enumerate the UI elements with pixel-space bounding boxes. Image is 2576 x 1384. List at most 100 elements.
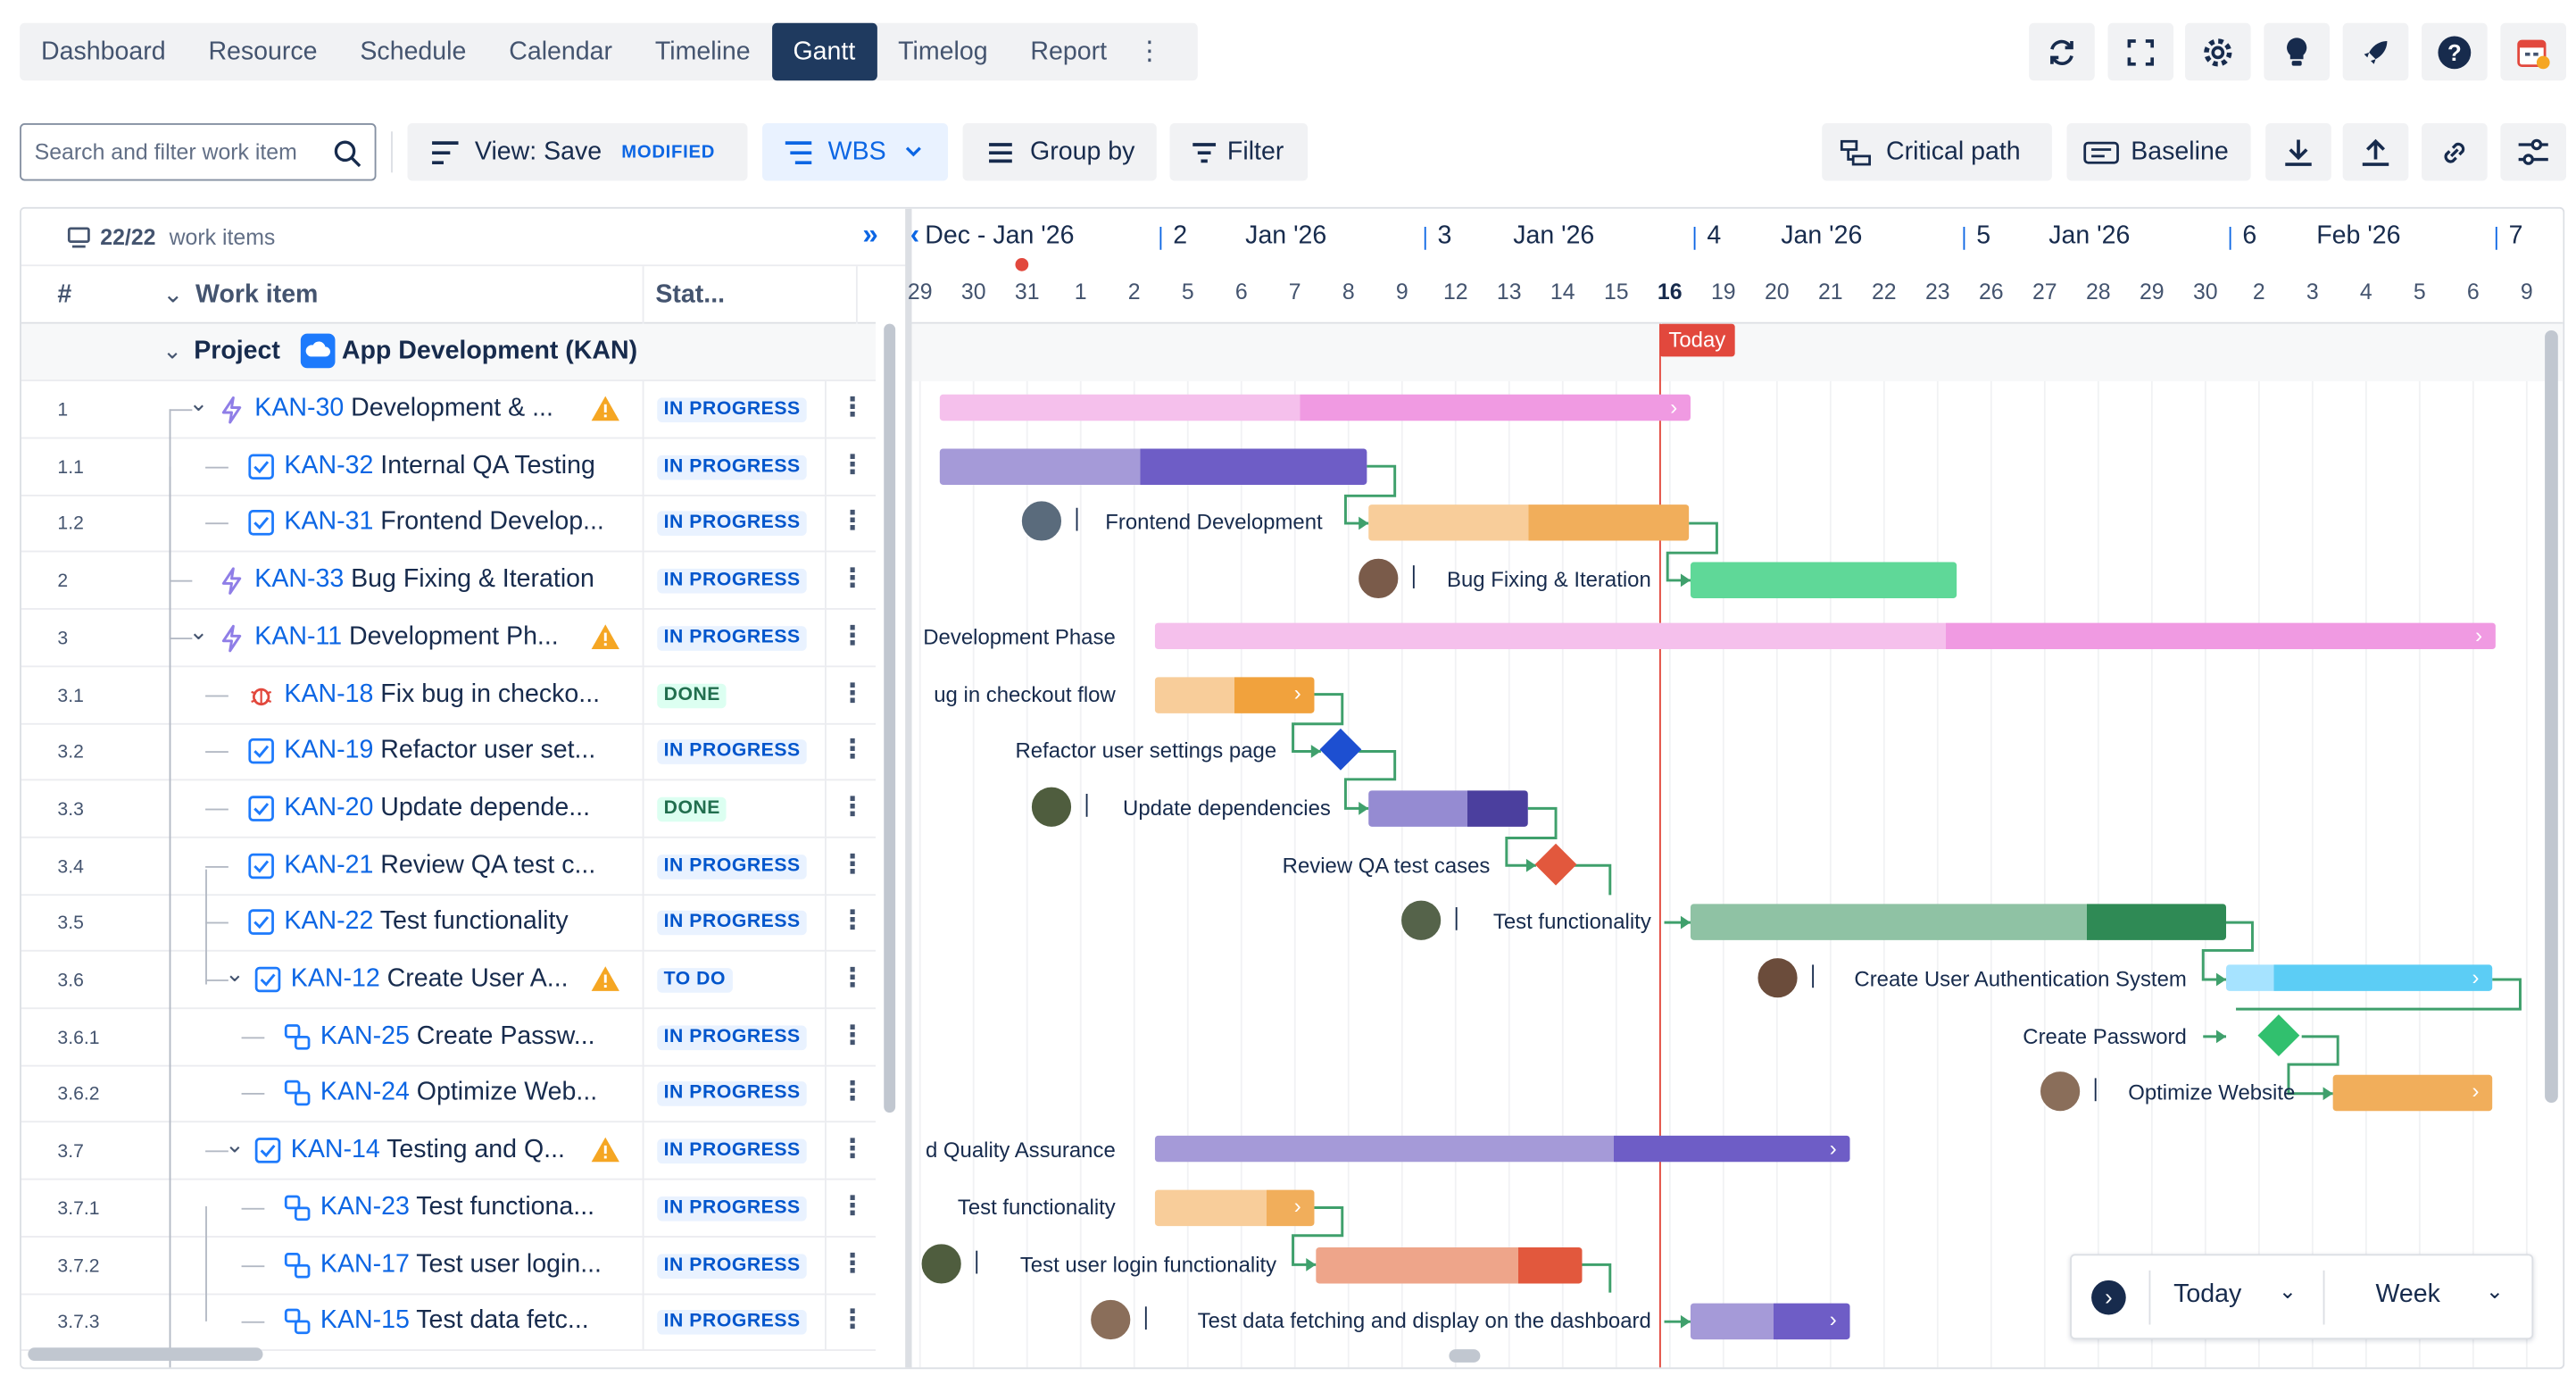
status-badge[interactable]: IN PROGRESS <box>657 911 808 936</box>
tab-timelog[interactable]: Timelog <box>898 38 988 66</box>
work-item-key[interactable]: KAN-15 <box>320 1306 410 1335</box>
table-row[interactable]: 3.6 ⌄ KAN-12 Create User A... TO DO ⋮ <box>21 951 877 1010</box>
grid-horizontal-scrollbar[interactable] <box>28 1347 263 1362</box>
panel-splitter[interactable] <box>905 208 912 1368</box>
table-row[interactable]: 3.7 ⌄ KAN-14 Testing and Q... IN PROGRESS ⋮ <box>21 1122 877 1180</box>
work-item-title[interactable]: Test data fetc... <box>416 1306 589 1335</box>
filter-button[interactable]: Filter <box>1169 123 1309 181</box>
chevron-down-icon[interactable]: ⌄ <box>188 617 209 645</box>
warning-icon[interactable] <box>590 395 621 430</box>
work-item-title[interactable]: Review QA test c... <box>380 850 596 879</box>
scroll-left-icon[interactable]: ‹ <box>910 218 920 250</box>
gantt-bar-kan-15[interactable]: › <box>1690 1303 1850 1340</box>
avatar[interactable] <box>1089 1298 1133 1342</box>
table-row[interactable]: 3.4 KAN-21 Review QA test c... IN PROGRESS… <box>21 837 877 896</box>
status-badge[interactable]: IN PROGRESS <box>657 397 808 423</box>
gantt-bar-kan-33[interactable] <box>1690 562 1957 599</box>
gantt-bar-kan-30[interactable]: › <box>939 394 1691 421</box>
work-item-title[interactable]: Update depende... <box>380 793 591 822</box>
timeline-vertical-scrollbar[interactable] <box>2545 329 2558 1104</box>
upload-icon[interactable] <box>2342 123 2409 181</box>
gantt-bar-kan-20[interactable] <box>1368 790 1528 827</box>
sync-icon[interactable] <box>2029 22 2095 81</box>
work-item-title[interactable]: Development & ... <box>351 394 553 423</box>
collapse-panel-icon[interactable]: » <box>862 218 878 250</box>
work-item-key[interactable]: KAN-33 <box>254 565 345 594</box>
tab-report[interactable]: Report <box>1030 38 1108 66</box>
row-menu-icon[interactable]: ⋮ <box>839 451 866 479</box>
table-row[interactable]: 2 KAN-33 Bug Fixing & Iteration IN PROGRES… <box>21 552 877 611</box>
row-menu-icon[interactable]: ⋮ <box>839 907 866 936</box>
work-item-key[interactable]: KAN-11 <box>254 622 343 651</box>
warning-icon[interactable] <box>590 964 621 1000</box>
work-item-key[interactable]: KAN-20 <box>284 793 374 822</box>
table-row[interactable]: 3.3 KAN-20 Update depende... DONE ⋮ <box>21 780 877 838</box>
work-item-key[interactable]: KAN-19 <box>284 736 374 765</box>
row-menu-icon[interactable]: ⋮ <box>839 679 866 708</box>
col-item-header[interactable]: Work item <box>195 280 319 310</box>
row-menu-icon[interactable]: ⋮ <box>839 1136 866 1164</box>
row-menu-icon[interactable]: ⋮ <box>839 394 866 423</box>
timeline-horizontal-scrollbar[interactable] <box>1449 1349 1481 1363</box>
work-item-title[interactable]: Test user login... <box>416 1249 602 1279</box>
status-badge[interactable]: IN PROGRESS <box>657 1024 808 1050</box>
work-item-key[interactable]: KAN-31 <box>284 508 374 537</box>
gantt-bar-kan-17[interactable] <box>1316 1246 1583 1283</box>
row-menu-icon[interactable]: ⋮ <box>839 622 866 651</box>
row-menu-icon[interactable]: ⋮ <box>839 565 866 594</box>
status-badge[interactable]: IN PROGRESS <box>657 454 808 479</box>
table-row[interactable]: 1.2 KAN-31 Frontend Develop... IN PROGRESS… <box>21 495 877 554</box>
gantt-bar-kan-23[interactable]: › <box>1154 1189 1315 1226</box>
table-row[interactable]: 3.7.3 KAN-15 Test data fetc... IN PROGRESS… <box>21 1293 877 1352</box>
status-badge[interactable]: IN PROGRESS <box>657 1196 808 1221</box>
table-row[interactable]: 3.7.2 KAN-17 Test user login... IN PROGRES… <box>21 1237 877 1295</box>
avatar[interactable] <box>919 1241 963 1285</box>
table-row[interactable]: 3.7.1 KAN-23 Test functiona... IN PROGRESS… <box>21 1180 877 1238</box>
avatar[interactable] <box>1400 899 1443 943</box>
row-menu-icon[interactable]: ⋮ <box>839 736 866 765</box>
work-item-key[interactable]: KAN-14 <box>290 1136 380 1164</box>
today-button[interactable]: Today <box>2173 1280 2242 1309</box>
work-item-title[interactable]: Fix bug in checko... <box>380 679 601 708</box>
gantt-bar-kan-31[interactable] <box>1368 504 1690 542</box>
gantt-bar-kan-18[interactable]: › <box>1154 676 1315 713</box>
table-row[interactable]: 1 ⌄ KAN-30 Development & ... IN PROGRESS ⋮ <box>21 381 877 439</box>
link-icon[interactable] <box>2422 123 2488 181</box>
row-menu-icon[interactable]: ⋮ <box>839 1249 866 1279</box>
chevron-down-icon[interactable]: ⌄ <box>188 389 209 416</box>
work-item-key[interactable]: KAN-23 <box>320 1192 410 1221</box>
gantt-bar-kan-24[interactable]: › <box>2332 1075 2493 1112</box>
scale-select[interactable]: Week <box>2375 1280 2440 1309</box>
work-item-key[interactable]: KAN-30 <box>254 394 345 423</box>
expand-all-icon[interactable]: ⌄ <box>162 280 184 310</box>
status-badge[interactable]: TO DO <box>657 968 733 993</box>
status-badge[interactable]: DONE <box>657 682 727 708</box>
row-menu-icon[interactable]: ⋮ <box>839 964 866 993</box>
lightbulb-icon[interactable] <box>2264 22 2330 81</box>
status-badge[interactable]: IN PROGRESS <box>657 1138 808 1164</box>
status-badge[interactable]: DONE <box>657 796 727 822</box>
warning-icon[interactable] <box>590 622 621 658</box>
work-item-title[interactable]: Bug Fixing & Iteration <box>351 565 594 594</box>
more-tabs-icon[interactable]: ⋮ <box>1136 38 1163 66</box>
work-item-key[interactable]: KAN-22 <box>284 907 374 936</box>
work-item-title[interactable]: Create User A... <box>386 964 569 993</box>
gantt-bar-kan-11[interactable]: › <box>1154 622 2496 649</box>
table-row[interactable]: 1.1 KAN-32 Internal QA Testing IN PROGRESS… <box>21 438 877 496</box>
work-item-title[interactable]: Test functiona... <box>416 1192 595 1221</box>
avatar[interactable] <box>2039 1070 2082 1113</box>
gantt-bar-kan-12[interactable]: › <box>2226 964 2493 991</box>
avatar[interactable] <box>1020 500 1063 544</box>
grid-vertical-scrollbar[interactable] <box>884 323 896 1113</box>
download-icon[interactable] <box>2265 123 2331 181</box>
chevron-down-icon[interactable]: ⌄ <box>225 1130 245 1157</box>
row-menu-icon[interactable]: ⋮ <box>839 1306 866 1335</box>
tab-gantt[interactable]: Gantt <box>771 22 877 81</box>
status-badge[interactable]: IN PROGRESS <box>657 854 808 879</box>
chevron-down-icon[interactable]: ⌄ <box>2278 1278 2297 1304</box>
avatar[interactable] <box>1756 956 1799 1000</box>
status-badge[interactable]: IN PROGRESS <box>657 739 808 765</box>
tab-schedule[interactable]: Schedule <box>360 38 467 66</box>
gantt-bar-kan-22[interactable] <box>1690 904 2227 941</box>
row-menu-icon[interactable]: ⋮ <box>839 1021 866 1050</box>
